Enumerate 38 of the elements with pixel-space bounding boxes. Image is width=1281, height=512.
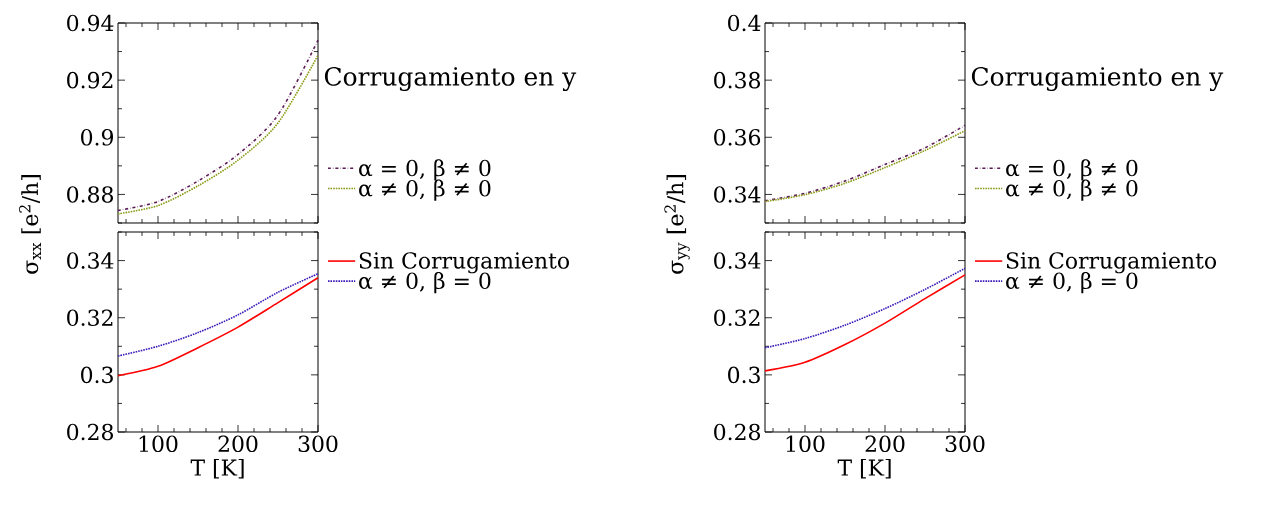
line-series (764, 267, 966, 349)
legend-label: α ≠ 0, β ≠ 0 (1006, 179, 1138, 201)
y-tick-label: 0.36 (714, 129, 761, 146)
legend-label: α = 0, β ≠ 0 (1006, 159, 1138, 181)
x-tick-label: 200 (865, 435, 905, 453)
y-tick-label: 0.9 (81, 129, 113, 146)
legend-label: Sin Corrugamiento (1006, 252, 1216, 274)
x-tick-label: 100 (139, 435, 178, 453)
legend-label: Sin Corrugamiento (359, 252, 569, 274)
y-tick-label: 0.34 (67, 252, 114, 269)
legend-title: Corrugamiento en y (971, 66, 1224, 92)
y-tick-label: 0.32 (714, 309, 760, 327)
x-axis-title: T [K] (837, 458, 891, 479)
y-axis-title: σ$_{yy}$ [e$^{2}$/h] (664, 175, 690, 274)
y-tick-label: 0.3 (81, 366, 113, 384)
line-series (117, 276, 319, 377)
x-tick-label: 200 (218, 435, 258, 453)
legend-label: α = 0, β ≠ 0 (359, 159, 491, 181)
x-tick-label: 100 (786, 435, 825, 453)
x-axis-title: T [K] (190, 458, 244, 479)
y-axis-title: σ$_{xx}$ [e$^{2}$/h] (19, 175, 41, 274)
x-tick-label: 300 (945, 435, 985, 453)
x-tick-label: 300 (298, 435, 338, 453)
y-tick-label: 0.88 (67, 186, 113, 203)
legend-label: α ≠ 0, β ≠ 0 (359, 179, 491, 201)
line-series (117, 272, 319, 357)
legend-title: Corrugamiento en y (324, 66, 577, 92)
y-tick-label: 0.28 (67, 423, 113, 441)
y-tick-label: 0.94 (67, 14, 114, 32)
y-tick-label: 0.28 (714, 423, 761, 441)
y-tick-label: 0.34 (714, 186, 761, 203)
y-tick-label: 0.38 (714, 71, 761, 89)
y-tick-label: 0.92 (67, 71, 113, 89)
line-series (764, 274, 966, 372)
y-tick-label: 0.4 (728, 14, 761, 32)
y-tick-label: 0.32 (67, 309, 113, 327)
y-tick-label: 0.34 (714, 252, 761, 269)
y-tick-label: 0.3 (728, 366, 760, 384)
